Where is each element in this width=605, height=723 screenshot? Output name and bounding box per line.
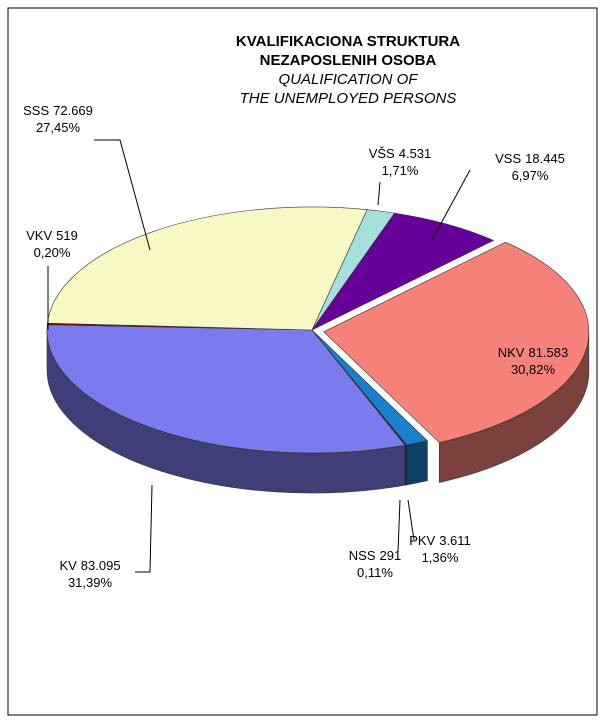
leader-line bbox=[397, 499, 401, 553]
category-label: VSS bbox=[495, 151, 521, 166]
data-label: SSS 72.669 bbox=[23, 103, 93, 118]
value-label: 18.445 bbox=[525, 151, 565, 166]
share-label: 1,71% bbox=[382, 163, 419, 178]
leader-line bbox=[135, 484, 153, 573]
chart-title: NEZAPOSLENIH OSOBA bbox=[260, 52, 437, 69]
share-label: 6,97% bbox=[512, 168, 549, 183]
share-label: 0,11% bbox=[357, 565, 393, 580]
category-label: NSS bbox=[349, 548, 376, 563]
category-label: VŠS bbox=[369, 146, 395, 161]
category-label: PKV bbox=[409, 533, 435, 548]
data-label: VŠS 4.531 bbox=[369, 146, 432, 161]
leader-line bbox=[431, 169, 471, 241]
data-label: NKV 81.583 bbox=[498, 345, 569, 360]
chart-title: KVALIFIKACIONA STRUKTURA bbox=[236, 33, 460, 50]
chart-subtitle: THE UNEMPLOYED PERSONS bbox=[240, 90, 457, 107]
share-label: 27,45% bbox=[36, 120, 81, 135]
leader-line bbox=[407, 499, 415, 541]
value-label: 81.583 bbox=[528, 345, 568, 360]
leader-line bbox=[94, 139, 151, 251]
value-label: 3.611 bbox=[439, 533, 471, 548]
data-label: NSS 291 bbox=[349, 548, 401, 563]
leader-line bbox=[377, 181, 381, 206]
value-label: 83.095 bbox=[81, 558, 121, 573]
pie-slice bbox=[47, 206, 368, 331]
share-label: 1,36% bbox=[422, 550, 459, 565]
value-label: 519 bbox=[56, 228, 78, 243]
share-label: 31,39% bbox=[68, 575, 113, 590]
pie-sides bbox=[46, 329, 590, 494]
value-label: 291 bbox=[380, 548, 402, 563]
data-label: VSS 18.445 bbox=[495, 151, 565, 166]
pie-slice bbox=[46, 324, 406, 454]
value-label: 72.669 bbox=[53, 103, 93, 118]
pie-slice bbox=[323, 241, 590, 443]
category-label: KV bbox=[59, 558, 77, 573]
chart-subtitle: QUALIFICATION OF bbox=[279, 71, 419, 88]
data-label: PKV 3.611 bbox=[409, 533, 471, 548]
share-label: 0,20% bbox=[34, 245, 71, 260]
data-label: VKV 519 bbox=[26, 228, 78, 243]
pie-slice-side bbox=[406, 440, 428, 486]
share-label: 30,82% bbox=[511, 362, 556, 377]
labels: VŠS 4.531 1,71% VSS 18.445 6,97% NKV 81.583 30,8… bbox=[23, 103, 568, 590]
value-label: 4.531 bbox=[399, 146, 432, 161]
category-label: SSS bbox=[23, 103, 49, 118]
pie-slice bbox=[311, 212, 495, 331]
data-label: KV 83.095 bbox=[59, 558, 120, 573]
category-label: NKV bbox=[498, 345, 525, 360]
category-label: VKV bbox=[26, 228, 52, 243]
pie-tops bbox=[46, 206, 590, 454]
